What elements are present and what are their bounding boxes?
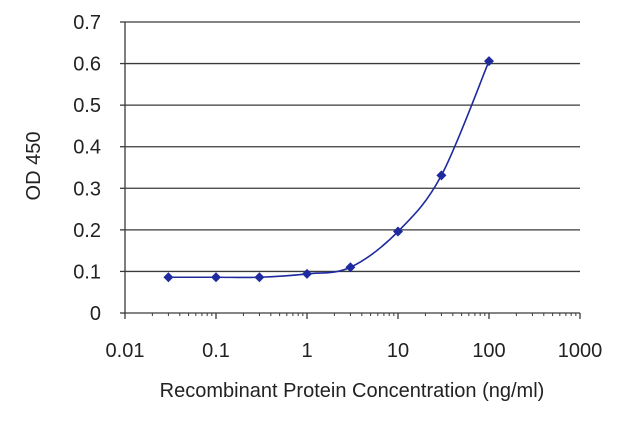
y-tick-labels: 0 0.1 0.2 0.3 0.4 0.5 0.6 0.7	[73, 12, 101, 325]
plot-area	[163, 56, 494, 283]
data-point-diamond	[484, 56, 494, 67]
data-point-diamond	[393, 226, 403, 237]
axes	[120, 21, 581, 319]
data-point-diamond	[163, 272, 174, 283]
x-tick-label: 1000	[558, 340, 603, 362]
y-axis-title: OD 450	[23, 132, 45, 201]
x-axis-title: Recombinant Protein Concentration (ng/ml…	[160, 380, 545, 402]
series-line	[168, 60, 490, 279]
y-tick-label: 0	[90, 303, 101, 325]
data-point-diamond	[436, 170, 447, 181]
y-tick-label: 0.5	[73, 95, 101, 117]
data-point-diamond	[211, 272, 221, 283]
x-tick-label: 1	[301, 340, 312, 362]
data-point-diamond	[254, 272, 265, 283]
x-tick-label: 0.1	[202, 340, 230, 362]
x-tick-labels: 0.01 0.1 1 10 100 1000	[106, 340, 603, 362]
x-tick-label: 0.01	[106, 340, 145, 362]
gridlines	[125, 21, 580, 273]
data-point-diamond	[345, 262, 356, 273]
y-tick-label: 0.3	[73, 178, 101, 200]
y-tick-label: 0.1	[73, 261, 101, 283]
x-tick-label: 100	[472, 340, 505, 362]
y-tick-label: 0.4	[73, 137, 101, 159]
data-point-diamond	[302, 268, 312, 279]
y-tick-label: 0.2	[73, 220, 101, 242]
y-tick-label: 0.7	[73, 12, 101, 34]
y-tick-label: 0.6	[73, 54, 101, 76]
x-tick-label: 10	[387, 340, 409, 362]
